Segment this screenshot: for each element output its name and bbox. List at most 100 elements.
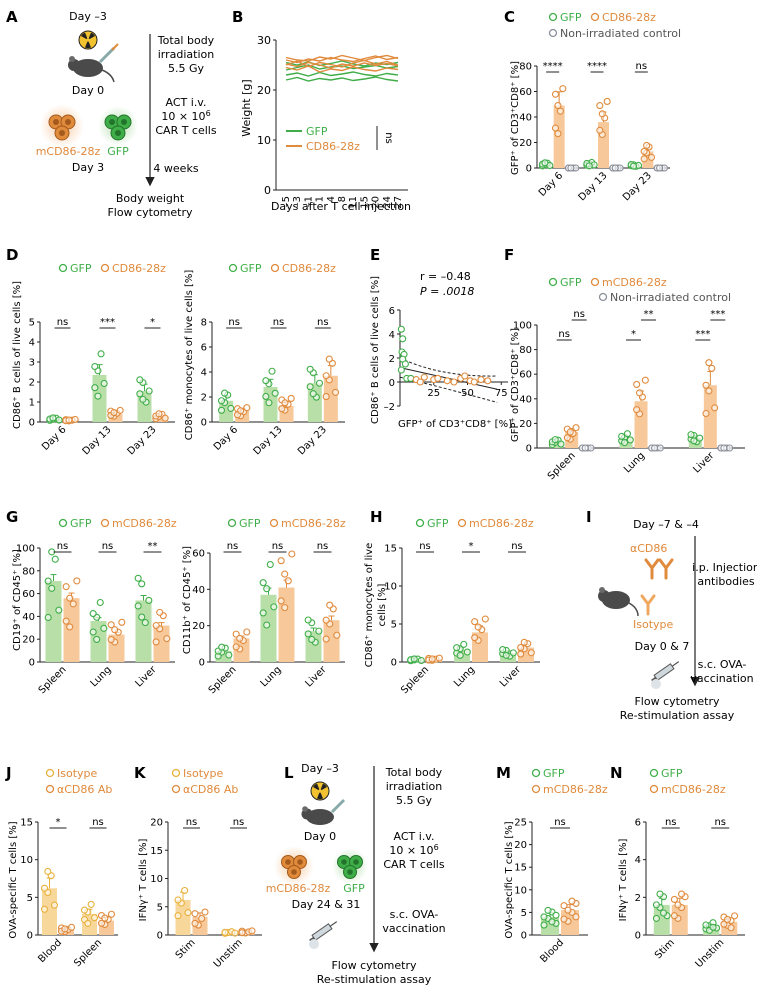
bar <box>42 888 57 935</box>
significance-label: ns <box>272 541 284 552</box>
h-legend-gfp-marker <box>415 518 425 528</box>
antibody-icon <box>644 558 674 580</box>
h-legend-car-marker <box>457 518 467 528</box>
data-point <box>696 434 704 442</box>
y-tick-label: 1 <box>29 398 35 409</box>
y-tick-label: 2 <box>201 393 207 404</box>
panel-j: J Isotype αCD86 Ab OVA-specific T cells … <box>5 764 118 969</box>
f-legend-nonirr-marker <box>598 292 608 302</box>
g1-legend-car: mCD86-28z <box>112 517 177 530</box>
h-legend-car: mCD86-28z <box>469 517 534 530</box>
panel-label-l: L <box>284 764 294 782</box>
h-legend-gfp: GFP <box>427 517 449 530</box>
y-tick-label: 5 <box>521 908 527 919</box>
d2-legend-car-marker <box>270 263 280 273</box>
data-point <box>227 404 235 412</box>
panel-i: I Day –7 & –4 αCD86 i.p. Injection antib… <box>586 508 757 722</box>
x-tick-label: 4 <box>326 196 337 202</box>
x-tick-label: Liver <box>691 450 717 476</box>
x-tick-label: Day 23 <box>126 424 159 457</box>
series-line <box>285 65 399 73</box>
c-legend-nonirr-marker <box>548 28 558 38</box>
data-point <box>551 436 559 444</box>
l-ova-line1: s.c. OVA- <box>390 908 439 921</box>
x-tick-label: 50 <box>461 388 474 399</box>
data-point <box>563 434 571 442</box>
panel-label-j: J <box>5 764 12 782</box>
x-tick-label: Stim <box>653 937 677 961</box>
data-point <box>481 615 489 623</box>
data-point <box>453 644 461 652</box>
data-point <box>67 923 76 931</box>
data-point <box>71 415 79 424</box>
data-point <box>266 560 274 569</box>
data-point <box>540 921 548 929</box>
data-point <box>136 390 144 398</box>
y-tick-label: 0 <box>264 184 271 197</box>
y-tick-label: 0 <box>201 418 207 429</box>
panel-label-d: D <box>6 246 18 264</box>
data-point <box>184 909 192 917</box>
k-legend-ab: αCD86 Ab <box>183 783 238 796</box>
data-point <box>145 387 153 395</box>
d2-y-axis-title: CD86⁺ monocytes of live cells [%] <box>184 270 195 441</box>
x-tick-label: 27 <box>393 196 404 209</box>
significance-label: * <box>150 317 155 328</box>
data-point <box>65 416 73 424</box>
panel-d: D GFP CD86-28z CD86⁺ B cells of live cel… <box>6 246 345 457</box>
y-tick-label: 4 <box>29 338 35 349</box>
data-point <box>527 649 535 657</box>
l-tbi-line3: 5.5 Gy <box>396 794 433 807</box>
y-tick-label: 2 <box>635 893 641 904</box>
data-point <box>417 656 425 665</box>
e-y-axis-title: CD86⁺ B cells of live cells [%] <box>370 276 381 424</box>
data-point <box>647 153 656 161</box>
data-point <box>333 631 341 639</box>
y-tick-label: 20 <box>192 621 205 632</box>
data-point <box>630 162 638 170</box>
a-cell-gfp-label: GFP <box>107 145 129 158</box>
k-y-axis-title: IFNγ⁺ T cells [%] <box>138 839 149 922</box>
significance-label: **** <box>587 61 607 72</box>
l-act-line3: CAR T cells <box>383 858 444 871</box>
data-point <box>55 416 63 424</box>
data-point <box>134 602 142 610</box>
x-tick-label: Spleen <box>546 450 578 482</box>
l-tbi-line1: Total body <box>385 766 443 779</box>
n-legend-car: mCD86-28z <box>661 783 726 796</box>
i-acd86-label: αCD86 <box>630 542 667 555</box>
data-point <box>397 325 405 333</box>
significance-label: ns <box>573 309 585 320</box>
data-point <box>674 901 682 909</box>
panel-k: K Isotype αCD86 Ab IFNγ⁺ T cells [%] 0 5 1… <box>134 764 262 970</box>
y-tick-label: 20 <box>150 818 163 829</box>
data-point <box>623 430 631 438</box>
data-point <box>640 155 648 163</box>
significance-label: ** <box>644 309 654 320</box>
data-point <box>191 919 199 927</box>
panel-label-a: A <box>6 8 18 26</box>
data-point <box>552 911 560 919</box>
data-point <box>62 583 70 591</box>
data-point <box>540 913 548 921</box>
bar <box>703 385 717 448</box>
y-tick-label: 4 <box>635 855 641 866</box>
j-y-axis-title: OVA-specific T cells [%] <box>8 821 19 938</box>
data-point <box>633 380 641 388</box>
data-point <box>322 372 330 380</box>
data-point <box>731 912 739 920</box>
significance-label: ns <box>102 541 114 552</box>
data-point <box>708 364 716 372</box>
y-tick-label: 6 <box>635 818 641 829</box>
x-tick-label: 75 <box>495 388 508 399</box>
data-point <box>705 387 713 395</box>
data-point <box>560 915 568 923</box>
y-tick-label: 8 <box>201 318 207 329</box>
significance-label: ns <box>636 61 648 72</box>
y-tick-label: 15 <box>514 863 527 874</box>
f-legend-nonirr: Non-irradiated control <box>610 291 731 304</box>
